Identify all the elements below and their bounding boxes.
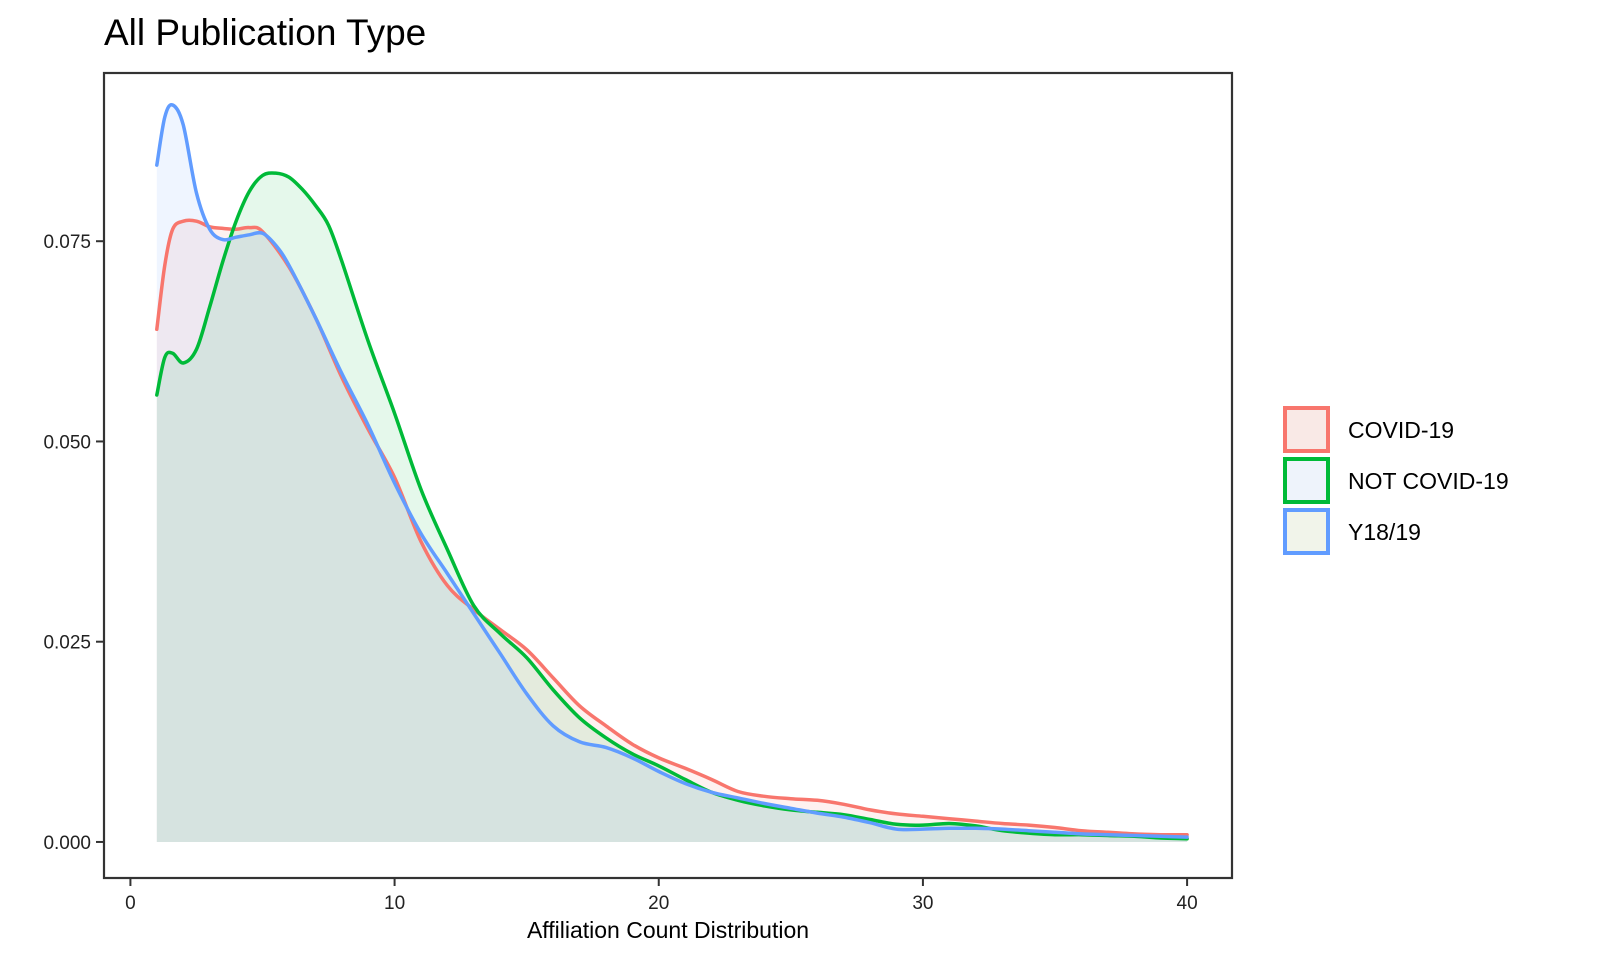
density-lines <box>155 103 1189 841</box>
x-tick-label: 0 <box>125 893 136 914</box>
density-area-y18-19 <box>156 104 1188 843</box>
legend: COVID-19 NOT COVID-19 Y18/19 <box>1283 406 1509 555</box>
x-axis-label: Affiliation Count Distribution <box>526 917 810 943</box>
chart-title: All Publication Type <box>104 12 427 53</box>
legend-key-not-covid-19 <box>1283 457 1330 504</box>
density-fills <box>156 104 1188 843</box>
x-tick-label: 20 <box>648 893 669 914</box>
x-tick-label: 10 <box>384 893 405 914</box>
y-tick-label: 0.000 <box>43 833 91 854</box>
axes: 0 10 20 30 40 0.000 0.025 0.050 0.075 <box>43 232 1197 914</box>
density-line-y18-19 <box>155 103 1189 839</box>
legend-label-y18-19: Y18/19 <box>1348 519 1421 545</box>
density-line-covid-19 <box>155 218 1189 837</box>
y-tick-label: 0.075 <box>43 232 91 253</box>
x-tick-label: 30 <box>912 893 933 914</box>
density-area-not-covid-19 <box>156 172 1188 842</box>
density-line-not-covid-19 <box>155 171 1189 841</box>
y-tick-label: 0.050 <box>43 432 91 453</box>
x-tick-label: 40 <box>1177 893 1198 914</box>
legend-label-covid-19: COVID-19 <box>1348 417 1454 443</box>
plot-panel-border <box>102 71 1234 880</box>
legend-key-covid-19 <box>1283 406 1330 453</box>
y-tick-label: 0.025 <box>43 633 91 654</box>
density-area-covid-19 <box>156 220 1188 843</box>
legend-label-not-covid-19: NOT COVID-19 <box>1348 468 1509 494</box>
legend-key-y18-19 <box>1283 508 1330 555</box>
